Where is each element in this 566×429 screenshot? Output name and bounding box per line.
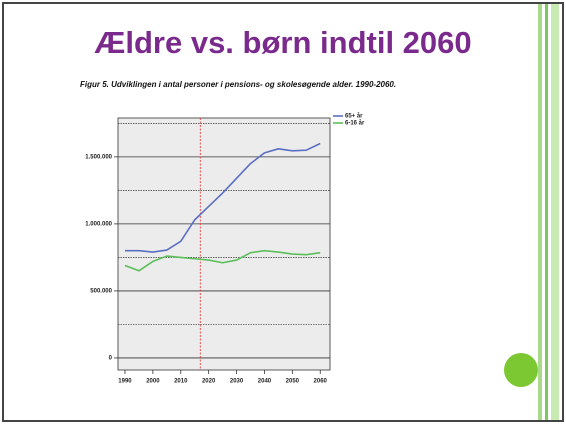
y-tick-label: 500.000 — [90, 288, 112, 294]
x-tick-label: 2030 — [230, 379, 244, 385]
x-tick-label: 2000 — [146, 379, 160, 385]
figure-caption: Figur 5. Udviklingen i antal personer i … — [80, 80, 396, 89]
y-tick-label: 1.500.000 — [85, 154, 112, 160]
legend-label: 65+ år — [345, 113, 363, 120]
x-tick-label: 2010 — [174, 379, 188, 385]
decor-circle — [504, 353, 538, 387]
legend-label: 6-16 år — [345, 120, 365, 127]
y-tick-label: 1.000.000 — [85, 221, 112, 227]
series-line — [124, 249, 321, 272]
y-tick-label: 0 — [109, 356, 113, 362]
x-tick-label: 2050 — [286, 379, 300, 385]
series-line — [124, 142, 321, 253]
x-tick-label: 1990 — [118, 379, 132, 385]
stripe — [551, 4, 559, 420]
slide-title: Ældre vs. børn indtil 2060 — [94, 25, 471, 60]
plot-background — [117, 117, 331, 371]
x-tick-label: 2020 — [202, 379, 216, 385]
stripe — [538, 4, 542, 420]
x-tick-label: 2040 — [258, 379, 272, 385]
x-tick-label: 2060 — [314, 379, 328, 385]
stripe — [545, 4, 548, 420]
